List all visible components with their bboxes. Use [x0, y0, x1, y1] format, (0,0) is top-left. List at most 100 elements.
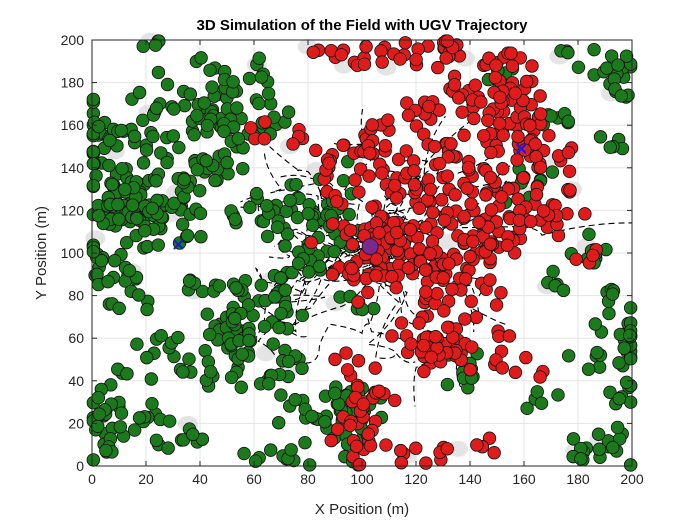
y-tick-label: 60	[68, 330, 84, 346]
healthy-plant-marker	[161, 441, 175, 455]
x-tick-label: 60	[246, 471, 262, 487]
healthy-plant-marker	[243, 200, 257, 215]
infected-plant-marker	[472, 215, 486, 230]
healthy-plant-marker	[220, 155, 234, 170]
healthy-plant-marker	[102, 158, 116, 173]
ugv-position-marker	[361, 238, 379, 256]
waypoint-x-marker	[173, 239, 184, 250]
infected-plant-marker	[349, 439, 364, 454]
infected-plant-marker	[351, 354, 366, 368]
healthy-plant-marker	[241, 298, 256, 312]
infected-plant-marker	[445, 282, 459, 296]
x-tick-label: 40	[192, 471, 208, 487]
healthy-plant-marker	[327, 244, 341, 259]
healthy-plant-marker	[182, 352, 196, 366]
infected-plant-marker	[458, 272, 473, 286]
healthy-plant-marker	[318, 415, 332, 429]
healthy-plant-marker	[94, 254, 109, 268]
infected-plant-marker	[348, 173, 362, 187]
infected-plant-marker	[578, 207, 592, 221]
infected-plant-marker	[381, 113, 395, 127]
healthy-plant-marker	[588, 317, 602, 331]
infected-plant-marker	[419, 456, 433, 470]
infected-plant-marker	[404, 337, 418, 351]
infected-plant-marker	[375, 166, 389, 180]
healthy-plant-marker	[271, 416, 286, 430]
healthy-plant-marker	[619, 375, 634, 390]
healthy-plant-marker	[571, 60, 586, 75]
healthy-plant-marker	[606, 440, 620, 455]
infected-plant-marker	[484, 145, 498, 160]
infected-plant-marker	[322, 156, 336, 170]
healthy-plant-marker	[312, 259, 327, 274]
healthy-plant-marker	[101, 274, 115, 289]
healthy-plant-marker	[278, 239, 292, 253]
infected-plant-marker	[432, 156, 447, 171]
infected-plant-marker	[389, 225, 404, 240]
infected-plant-marker	[440, 169, 455, 183]
healthy-plant-marker	[140, 302, 154, 317]
y-tick-label: 180	[61, 75, 85, 91]
healthy-plant-marker	[130, 211, 144, 226]
healthy-plant-marker	[144, 372, 159, 386]
infected-plant-marker	[569, 252, 583, 267]
healthy-plant-marker	[194, 230, 208, 244]
infected-plant-marker	[388, 393, 402, 408]
healthy-plant-marker	[149, 101, 164, 115]
healthy-plant-marker	[593, 130, 608, 144]
infected-plant-marker	[427, 139, 442, 154]
healthy-plant-marker	[604, 49, 619, 63]
healthy-plant-marker	[546, 264, 560, 279]
healthy-plant-marker	[86, 178, 101, 193]
infected-plant-marker	[441, 150, 456, 164]
infected-plant-marker	[481, 113, 495, 128]
infected-plant-marker	[525, 59, 539, 73]
healthy-plant-marker	[136, 39, 150, 53]
infected-plant-marker	[409, 441, 423, 455]
healthy-plant-marker	[281, 105, 296, 119]
infected-plant-marker	[352, 185, 366, 199]
trajectory-path	[260, 137, 364, 239]
infected-plant-marker	[561, 145, 576, 160]
infected-plant-marker	[401, 261, 416, 275]
healthy-plant-marker	[203, 63, 217, 77]
healthy-plant-marker	[162, 414, 177, 428]
healthy-plant-marker	[91, 419, 105, 433]
healthy-plant-marker	[288, 393, 302, 407]
infected-plant-marker	[533, 107, 548, 121]
infected-plant-marker	[336, 138, 350, 152]
infected-plant-marker	[334, 48, 348, 62]
infected-plant-marker	[489, 58, 503, 73]
axis-ticks: 0 20 40 60 80 100 120 140 160 180 200 0 20 40 60 80 100 1…	[61, 32, 644, 487]
infected-plant-marker	[398, 36, 413, 50]
healthy-plant-marker	[190, 108, 204, 123]
healthy-plant-marker	[237, 446, 251, 461]
infected-plant-marker	[431, 60, 445, 75]
healthy-plant-marker	[248, 454, 263, 468]
infected-plant-marker	[423, 182, 438, 197]
healthy-plant-marker	[440, 377, 455, 392]
healthy-plant-marker	[205, 80, 219, 94]
infected-plant-marker	[495, 361, 510, 375]
plant-shadow	[448, 440, 469, 457]
infected-plant-marker	[542, 128, 556, 143]
healthy-plant-marker	[336, 173, 351, 188]
healthy-plant-marker	[242, 71, 257, 86]
infected-plant-marker	[496, 128, 510, 142]
x-tick-label: 20	[138, 471, 154, 487]
y-axis-label: Y Position (m)	[33, 206, 50, 300]
healthy-plant-marker	[261, 86, 276, 101]
healthy-plant-marker	[145, 201, 159, 216]
healthy-plant-marker	[160, 155, 174, 170]
trajectory-path	[396, 180, 530, 237]
trajectory-path	[305, 244, 392, 364]
y-tick-label: 160	[61, 117, 85, 133]
infected-plant-marker	[339, 346, 353, 360]
healthy-plant-marker	[611, 58, 625, 72]
infected-plant-marker	[528, 137, 542, 151]
healthy-plant-marker	[617, 341, 631, 355]
healthy-plant-marker	[302, 458, 317, 472]
healthy-plant-marker	[132, 288, 146, 302]
healthy-plant-marker	[264, 443, 278, 457]
